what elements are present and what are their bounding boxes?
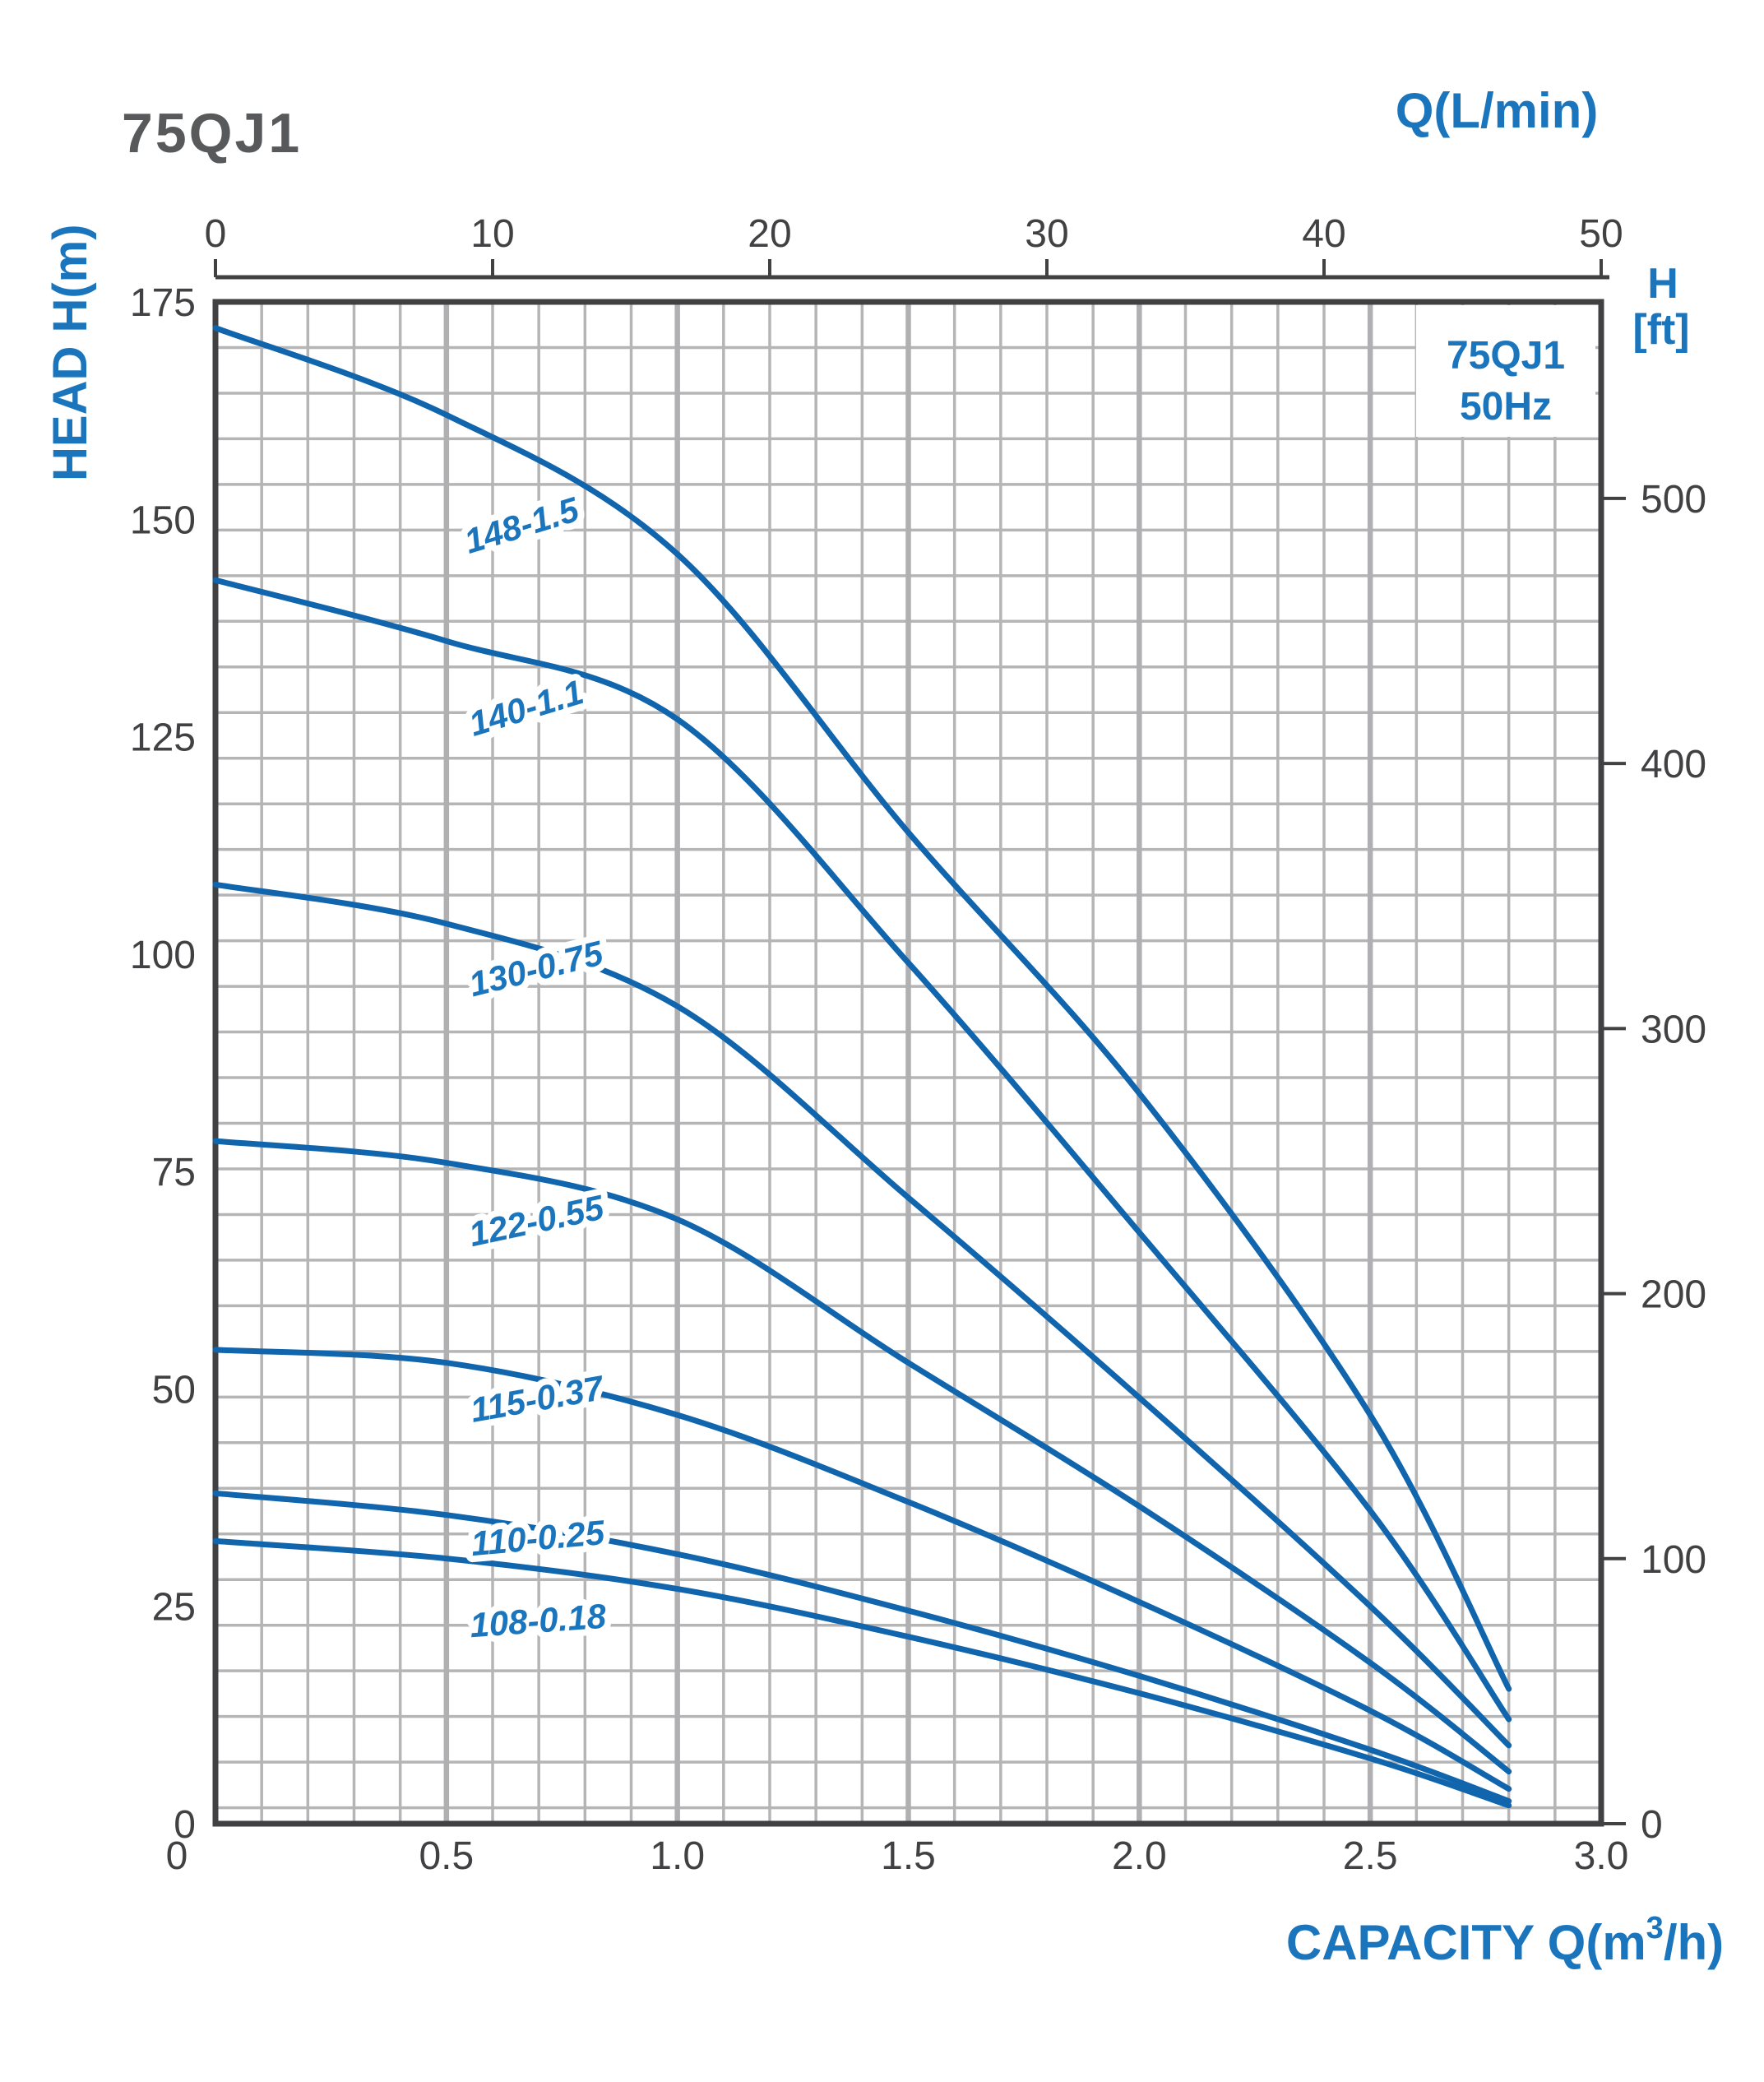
bottom-axis-tick-label: 2.0 <box>1112 1834 1167 1878</box>
left-axis-tick-label: 0 <box>174 1803 196 1847</box>
right-axis-title-ft: [ft] <box>1632 306 1689 354</box>
curve-label-140-1.1: 140-1.1 <box>465 672 588 744</box>
pump-curves <box>212 325 1512 1809</box>
legend-model: 75QJ1 <box>1447 334 1565 378</box>
grid <box>215 302 1601 1824</box>
left-axis-tick-label: 50 <box>152 1368 196 1412</box>
right-axis-tick-label: 300 <box>1641 1008 1706 1051</box>
right-axis-tick-label: 200 <box>1641 1273 1706 1317</box>
right-axis-tick-label: 0 <box>1641 1803 1663 1847</box>
page-title: 75QJ1 <box>122 102 302 165</box>
curve-label-148-1.5: 148-1.5 <box>460 489 584 561</box>
bottom-axis-tick-label: 3.0 <box>1574 1834 1629 1878</box>
top-axis-tick-label: 10 <box>470 212 514 256</box>
bottom-axis-tick-label: 0 <box>166 1834 188 1878</box>
bottom-axis-title-sup: 3 <box>1646 1911 1664 1945</box>
right-axis-tick-label: 100 <box>1641 1538 1706 1582</box>
legend-frequency: 50Hz <box>1460 385 1552 429</box>
left-axis-tick-label: 150 <box>130 498 196 542</box>
left-axis-tick-label: 125 <box>130 716 196 760</box>
curve-140-1.1 <box>212 577 1512 1723</box>
top-axis-tick-label: 50 <box>1579 212 1623 256</box>
left-axis-tick-label: 25 <box>152 1586 196 1630</box>
curve-148-1.5 <box>212 325 1512 1692</box>
legend-box <box>1416 305 1595 437</box>
bottom-axis-tick-label: 2.5 <box>1343 1834 1398 1878</box>
curve-130-0.75 <box>212 881 1512 1749</box>
right-axis-title-h: H <box>1647 260 1678 308</box>
left-axis-tick-label: 175 <box>130 281 196 325</box>
curve-115-0.37 <box>212 1347 1512 1792</box>
plot-frame <box>212 299 1604 1827</box>
bottom-axis-title: CAPACITY Q(m3/h) <box>1286 1911 1724 1970</box>
bottom-axis-tick-label: 0.5 <box>419 1834 474 1878</box>
top-axis-tick-label: 20 <box>748 212 791 256</box>
curve-122-0.55 <box>212 1138 1512 1775</box>
bottom-axis-tick-label: 1.5 <box>881 1834 936 1878</box>
left-axis-title: HEAD H(m) <box>44 224 97 481</box>
top-axis-tick-label: 30 <box>1025 212 1068 256</box>
top-axis-tick-label: 40 <box>1302 212 1345 256</box>
top-axis-tick-label: 0 <box>205 212 227 256</box>
legend: 75QJ1 50Hz <box>1416 305 1595 437</box>
bottom-axis-title-post: /h) <box>1664 1915 1724 1970</box>
curve-label-108-0.18: 108-0.18 <box>469 1597 608 1644</box>
bottom-axis-title-pre: CAPACITY Q(m <box>1286 1915 1646 1970</box>
left-axis-tick-label: 75 <box>152 1151 196 1194</box>
right-axis-tick-label: 500 <box>1641 478 1706 522</box>
top-axis-title: Q(L/min) <box>1396 83 1599 138</box>
bottom-axis-tick-label: 1.0 <box>650 1834 705 1878</box>
left-axis-tick-label: 100 <box>130 934 196 977</box>
right-axis-tick-label: 400 <box>1641 743 1706 786</box>
curve-108-0.18 <box>212 1537 1512 1809</box>
axis-ticks: 0 10 20 30 40 50 175 150 125 100 75 50 25 0 500 400 300 2… <box>130 212 1706 1878</box>
curve-110-0.25 <box>212 1490 1512 1804</box>
